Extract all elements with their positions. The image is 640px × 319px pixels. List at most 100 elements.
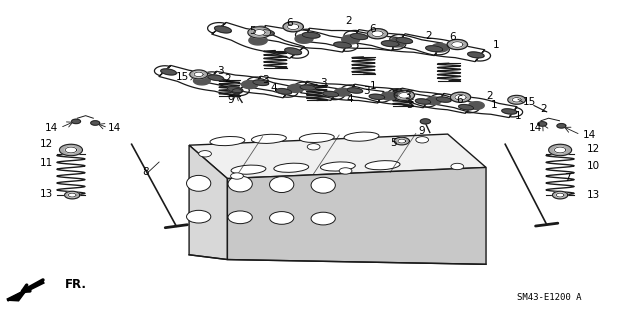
Polygon shape <box>194 72 203 77</box>
Polygon shape <box>65 191 80 199</box>
Polygon shape <box>426 97 442 105</box>
Ellipse shape <box>269 177 294 193</box>
Polygon shape <box>502 109 516 114</box>
Polygon shape <box>452 42 463 47</box>
Circle shape <box>230 173 243 179</box>
Text: 1: 1 <box>370 81 376 92</box>
Polygon shape <box>394 92 409 97</box>
Text: 14: 14 <box>529 123 542 133</box>
Polygon shape <box>548 144 572 156</box>
Text: 1: 1 <box>492 40 499 50</box>
Polygon shape <box>396 38 412 43</box>
Polygon shape <box>554 147 566 153</box>
Polygon shape <box>154 65 250 96</box>
Text: 4: 4 <box>347 93 353 104</box>
Polygon shape <box>241 80 258 89</box>
Polygon shape <box>190 70 207 79</box>
Polygon shape <box>455 94 466 100</box>
Text: 12: 12 <box>587 144 600 154</box>
Text: 1: 1 <box>515 111 522 121</box>
Polygon shape <box>420 119 431 124</box>
Ellipse shape <box>321 162 355 171</box>
Polygon shape <box>381 92 397 100</box>
Polygon shape <box>193 77 210 85</box>
Polygon shape <box>468 102 484 109</box>
Text: 2: 2 <box>224 73 230 84</box>
Polygon shape <box>538 122 547 126</box>
Polygon shape <box>214 26 231 33</box>
Polygon shape <box>276 89 292 94</box>
Text: 9: 9 <box>227 95 234 105</box>
Text: 13: 13 <box>587 190 600 200</box>
Polygon shape <box>296 28 406 51</box>
Ellipse shape <box>231 165 266 174</box>
Polygon shape <box>399 93 410 98</box>
Text: 3: 3 <box>218 66 224 76</box>
Polygon shape <box>447 40 467 49</box>
Polygon shape <box>512 98 521 102</box>
Polygon shape <box>232 89 242 94</box>
Polygon shape <box>202 71 298 98</box>
Polygon shape <box>60 144 83 156</box>
Polygon shape <box>556 193 564 197</box>
Polygon shape <box>161 69 177 75</box>
Polygon shape <box>246 76 345 100</box>
Polygon shape <box>300 85 316 90</box>
Polygon shape <box>372 31 383 36</box>
Ellipse shape <box>186 175 211 191</box>
Text: 7: 7 <box>564 173 571 183</box>
Circle shape <box>307 144 320 150</box>
Polygon shape <box>398 139 406 143</box>
Text: 6: 6 <box>449 32 456 42</box>
Polygon shape <box>369 94 385 100</box>
Polygon shape <box>227 167 486 264</box>
Ellipse shape <box>269 211 294 224</box>
Text: 10: 10 <box>587 161 600 171</box>
Polygon shape <box>334 42 351 48</box>
Polygon shape <box>295 34 313 43</box>
Text: 3: 3 <box>262 75 269 85</box>
Polygon shape <box>283 22 303 32</box>
Polygon shape <box>436 97 451 102</box>
Polygon shape <box>344 30 449 56</box>
Polygon shape <box>430 93 523 118</box>
Polygon shape <box>347 88 363 93</box>
Text: 15: 15 <box>176 72 189 82</box>
Text: 6: 6 <box>286 18 292 28</box>
Ellipse shape <box>274 163 308 172</box>
Polygon shape <box>208 75 223 80</box>
Text: 9: 9 <box>419 126 426 136</box>
Ellipse shape <box>210 137 245 146</box>
Text: 8: 8 <box>142 167 149 177</box>
Text: 11: 11 <box>40 158 53 168</box>
Polygon shape <box>459 105 474 110</box>
Polygon shape <box>334 88 350 96</box>
Ellipse shape <box>300 133 334 143</box>
Text: 5: 5 <box>390 138 397 148</box>
Polygon shape <box>341 84 436 108</box>
Polygon shape <box>250 26 358 52</box>
Polygon shape <box>287 24 299 30</box>
Text: 14: 14 <box>583 130 596 140</box>
Polygon shape <box>388 88 479 113</box>
Text: 1: 1 <box>491 100 498 110</box>
Text: 15: 15 <box>523 97 536 107</box>
Circle shape <box>416 137 429 143</box>
Polygon shape <box>508 95 525 104</box>
Ellipse shape <box>311 212 335 225</box>
Text: 3: 3 <box>404 91 411 101</box>
Polygon shape <box>323 91 339 97</box>
Text: 2: 2 <box>486 91 493 101</box>
Polygon shape <box>557 124 566 128</box>
Polygon shape <box>257 30 275 36</box>
Polygon shape <box>451 92 470 102</box>
Polygon shape <box>253 30 265 35</box>
Ellipse shape <box>252 134 286 144</box>
Text: 14: 14 <box>108 123 121 133</box>
Polygon shape <box>426 46 443 52</box>
Text: 3: 3 <box>320 78 326 88</box>
Polygon shape <box>91 121 100 125</box>
Polygon shape <box>302 32 320 38</box>
Ellipse shape <box>228 176 252 192</box>
Circle shape <box>339 168 352 174</box>
